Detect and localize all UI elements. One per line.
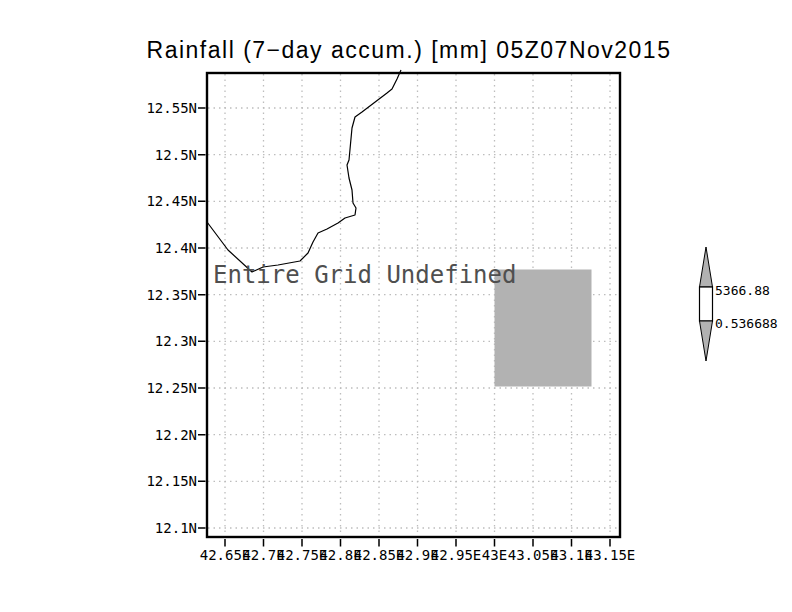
y-tick-label: 12.35N [112,286,197,304]
y-tick-label: 12.2N [112,426,197,444]
colorbar-arrow-up [700,247,713,287]
colorbar-arrow-down [700,321,713,361]
coastline [207,70,401,272]
colorbar-box [700,287,713,321]
undefined-annotation: Entire Grid Undefined [213,261,516,289]
y-tick-label: 12.1N [112,519,197,537]
y-axis-ticks [198,108,206,528]
colorbar-max-label: 5366.88 [715,284,770,298]
y-tick-label: 12.3N [112,332,197,350]
y-tick-label: 12.5N [112,146,197,164]
y-tick-label: 12.25N [112,379,197,397]
y-tick-label: 12.45N [112,192,197,210]
plot-title: Rainfall (7−day accum.) [mm] 05Z07Nov201… [139,36,679,64]
x-tick-label: 43.15E [575,546,645,564]
colorbar-min-label: 0.536688 [715,317,778,331]
colorbar [700,247,713,361]
y-tick-label: 12.4N [112,239,197,257]
rainfall-plot-page: Rainfall (7−day accum.) [mm] 05Z07Nov201… [0,0,792,612]
y-tick-label: 12.55N [112,99,197,117]
y-tick-label: 12.15N [112,472,197,490]
